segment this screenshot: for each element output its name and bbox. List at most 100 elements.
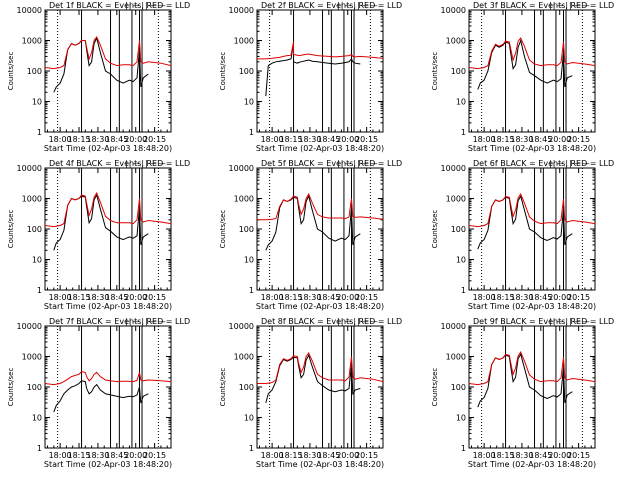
y-tick-label: 100: [239, 67, 254, 76]
x-tick-label: 18:30: [510, 135, 533, 144]
y-tick-label: 1: [37, 286, 42, 295]
legend-marks: ||—||——: [125, 317, 167, 326]
y-tick-label: 1: [461, 444, 466, 453]
detector-panel-7: Det 7f BLACK = Events, RED = LLD||—||—— 1…: [7, 317, 190, 469]
y-tick-label: 10: [32, 414, 42, 423]
x-axis-label: Start Time (02-Apr-03 18:48:20): [44, 460, 172, 469]
x-tick-label: 18:15: [67, 135, 90, 144]
x-tick-label: 18:45: [317, 293, 340, 302]
y-tick-label: 100: [451, 67, 466, 76]
panel-title: Det 4f BLACK = Events, RED = LLD: [49, 159, 190, 168]
y-tick-label: 1: [249, 286, 254, 295]
x-tick-label: 18:30: [86, 451, 109, 460]
y-axis-label: Counts/sec: [431, 210, 439, 249]
legend-marks: ||—||——: [337, 1, 379, 10]
y-tick-label: 1000: [446, 195, 466, 204]
y-tick-label: 10000: [17, 6, 42, 15]
legend-marks: ||—||——: [549, 159, 591, 168]
x-axis-label: Start Time (02-Apr-03 18:48:20): [468, 302, 596, 311]
x-tick-label: 18:00: [261, 293, 284, 302]
x-tick-label: 18:45: [317, 135, 340, 144]
detector-panel-5: Det 5f BLACK = Events, RED = LLD||—||—— 1…: [219, 159, 402, 311]
x-tick-label: 18:00: [473, 451, 496, 460]
panel-title: Det 3f BLACK = Events, RED = LLD: [473, 1, 614, 10]
panel-title: Det 7f BLACK = Events, RED = LLD: [49, 317, 190, 326]
y-tick-label: 10: [32, 98, 42, 107]
y-tick-label: 100: [239, 225, 254, 234]
y-tick-label: 10000: [441, 6, 466, 15]
events-series-line: [477, 38, 573, 90]
y-tick-label: 1: [37, 128, 42, 137]
x-tick-label: 18:15: [279, 451, 302, 460]
legend-marks: ||—||——: [337, 317, 379, 326]
detector-panel-6: Det 6f BLACK = Events, RED = LLD||—||—— 1…: [431, 159, 614, 311]
panel-title: Det 8f BLACK = Events, RED = LLD: [261, 317, 402, 326]
x-axis-label: Start Time (02-Apr-03 18:48:20): [256, 460, 384, 469]
x-tick-label: 18:15: [279, 135, 302, 144]
legend-marks: ||—||——: [125, 159, 167, 168]
lld-series-line: [468, 192, 596, 228]
detector-panel-1: Det 1f BLACK = Events, RED = LLD||—||—— 1…: [7, 1, 190, 153]
y-tick-label: 10: [244, 414, 254, 423]
x-tick-label: 20:00: [124, 451, 147, 460]
x-tick-label: 18:45: [529, 293, 552, 302]
legend-marks: ||—||——: [549, 317, 591, 326]
x-tick-label: 18:45: [105, 135, 128, 144]
detector-panel-4: Det 4f BLACK = Events, RED = LLD||—||—— 1…: [7, 159, 190, 311]
plot-frame: [256, 325, 384, 449]
x-tick-label: 18:30: [86, 135, 109, 144]
x-tick-label: 18:30: [298, 293, 321, 302]
y-tick-label: 100: [451, 225, 466, 234]
x-tick-label: 18:30: [298, 135, 321, 144]
x-tick-label: 20:00: [336, 135, 359, 144]
x-tick-label: 18:15: [491, 451, 514, 460]
lld-series-line: [44, 371, 172, 386]
y-tick-label: 10000: [229, 322, 254, 331]
x-axis-label: Start Time (02-Apr-03 18:48:20): [256, 302, 384, 311]
y-axis-label: Counts/sec: [431, 368, 439, 407]
x-tick-label: 18:45: [317, 451, 340, 460]
x-axis-label: Start Time (02-Apr-03 18:48:20): [44, 144, 172, 153]
y-tick-label: 1: [249, 128, 254, 137]
y-tick-label: 1000: [234, 195, 254, 204]
y-tick-label: 1000: [22, 353, 42, 362]
x-tick-label: 20:15: [355, 293, 378, 302]
x-tick-label: 20:15: [355, 451, 378, 460]
y-tick-label: 1: [461, 128, 466, 137]
x-tick-label: 20:15: [567, 293, 590, 302]
y-tick-label: 10000: [229, 6, 254, 15]
x-tick-label: 20:00: [124, 135, 147, 144]
x-axis-label: Start Time (02-Apr-03 18:48:20): [44, 302, 172, 311]
x-tick-label: 18:30: [510, 293, 533, 302]
x-tick-label: 18:15: [491, 293, 514, 302]
y-tick-label: 100: [27, 225, 42, 234]
x-tick-label: 18:30: [298, 451, 321, 460]
panel-title: Det 2f BLACK = Events, RED = LLD: [261, 1, 402, 10]
events-series-line: [53, 380, 149, 413]
panel-title: Det 5f BLACK = Events, RED = LLD: [261, 159, 402, 168]
events-series-line: [265, 353, 361, 404]
lld-series-line: [44, 192, 172, 228]
detector-panel-9: Det 9f BLACK = Events, RED = LLD||—||—— 1…: [431, 317, 614, 469]
y-tick-label: 10: [32, 256, 42, 265]
y-tick-label: 100: [451, 383, 466, 392]
x-tick-label: 18:45: [105, 451, 128, 460]
y-tick-label: 10000: [441, 322, 466, 331]
x-tick-label: 20:00: [124, 293, 147, 302]
y-tick-label: 10: [244, 98, 254, 107]
lld-series-line: [257, 41, 384, 60]
x-tick-label: 18:15: [491, 135, 514, 144]
x-tick-label: 18:45: [105, 293, 128, 302]
y-tick-label: 10: [456, 256, 466, 265]
panel-title: Det 1f BLACK = Events, RED = LLD: [49, 1, 190, 10]
x-tick-label: 18:45: [529, 451, 552, 460]
x-tick-label: 18:00: [261, 135, 284, 144]
y-tick-label: 100: [27, 383, 42, 392]
y-axis-label: Counts/sec: [7, 52, 15, 91]
lld-series-line: [468, 37, 596, 70]
detector-panel-2: Det 2f BLACK = Events, RED = LLD||—||—— 1…: [219, 1, 402, 153]
panel-title: Det 9f BLACK = Events, RED = LLD: [473, 317, 614, 326]
x-tick-label: 18:15: [279, 293, 302, 302]
x-tick-label: 18:00: [49, 293, 72, 302]
y-tick-label: 1000: [446, 353, 466, 362]
